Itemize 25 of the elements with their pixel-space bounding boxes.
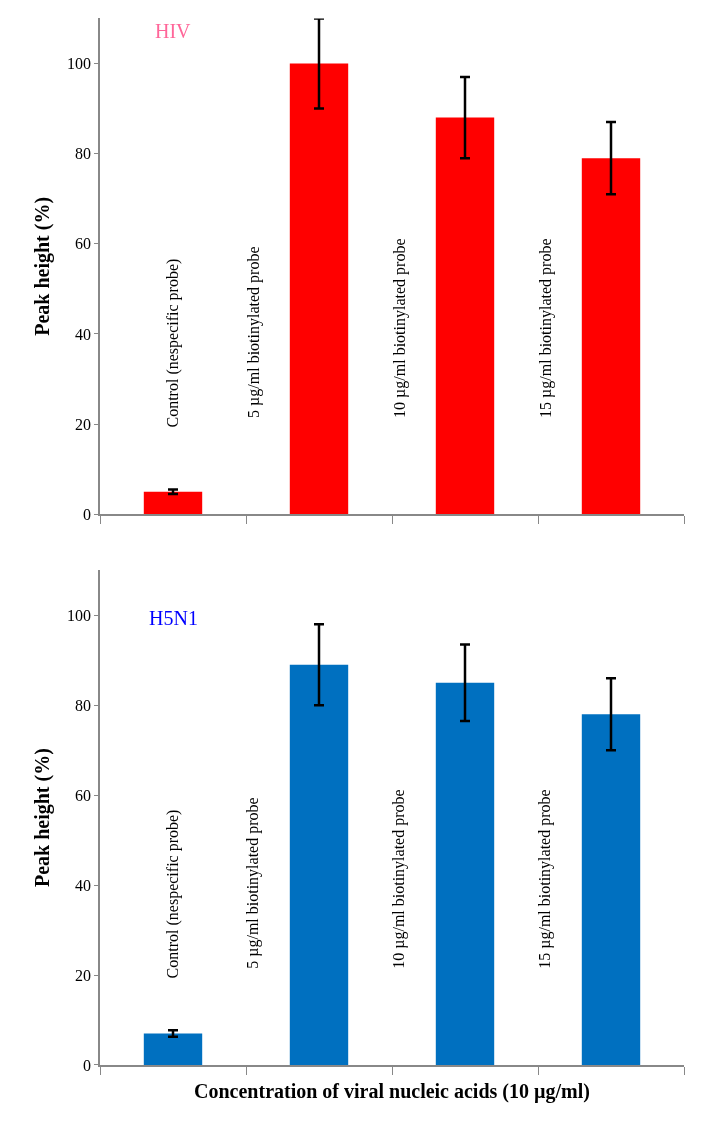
category-label: 10 µg/ml biotinylated probe [390,238,408,418]
text: H5N1 [149,607,198,629]
category-label: 15 µg/ml biotinylated probe [535,789,553,969]
y-tick-label: 20 [75,966,92,984]
y-tick-label: 100 [67,55,92,73]
y-tick-label: 0 [83,505,92,523]
y-tick-label: 80 [75,145,92,163]
category-label: 5 µg/ml biotinylated probe [244,246,262,418]
category-label: Control (nespecific probe) [163,258,181,428]
y-tick-label: 100 [67,606,92,624]
y-tick-label: 0 [83,1056,92,1074]
category-label: 15 µg/ml biotinylated probe [536,238,554,418]
y-tick-label: 60 [75,235,92,253]
chart-title: HIV [155,20,192,42]
y-axis-title: Peak height (%) [31,196,55,336]
y-tick-label: 80 [75,696,92,714]
y-tick-label: 20 [75,415,92,433]
y-axis-title: Peak height (%) [31,748,55,888]
y-tick-label: 40 [75,325,92,343]
y-tick-label: 40 [75,876,92,894]
category-label: 10 µg/ml biotinylated probe [389,789,407,969]
y-tick-label: 60 [75,786,92,804]
x-axis-title: Concentration of viral nucleic acids (10 µg/ml) [194,1079,590,1103]
category-label: Control (nespecific probe) [163,809,181,979]
category-label: 5 µg/ml biotinylated probe [243,797,261,969]
